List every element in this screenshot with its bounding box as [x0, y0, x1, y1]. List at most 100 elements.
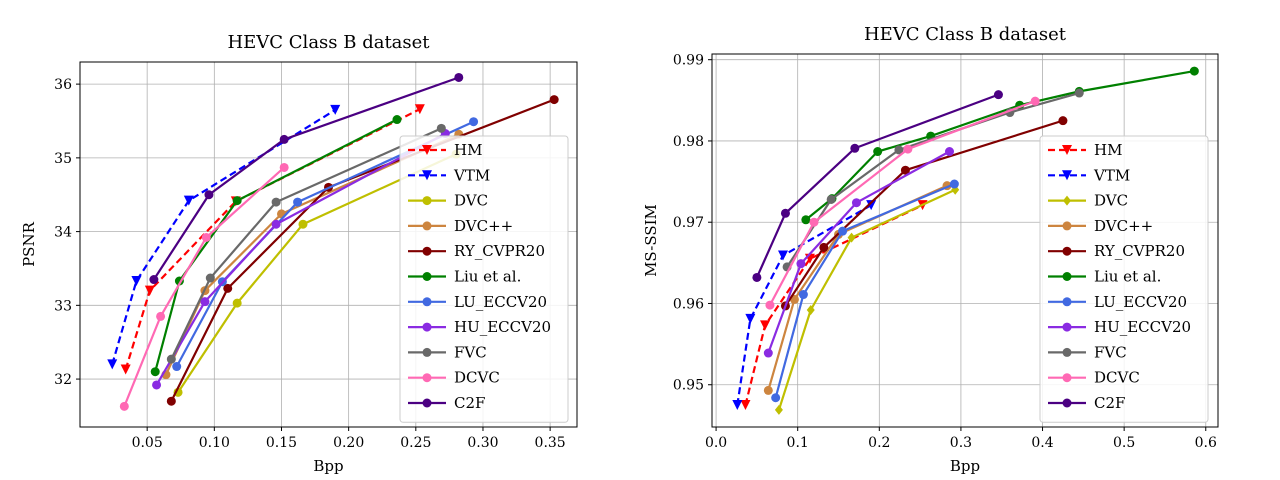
msssim-series-10 — [752, 90, 1003, 282]
psnr-legend-label: HM — [454, 141, 482, 159]
msssim-series-4 — [780, 116, 1068, 311]
psnr-legend-label: DCVC — [454, 369, 500, 387]
msssim-series-line — [768, 100, 1036, 306]
psnr-data-point — [223, 283, 233, 293]
msssim-data-point — [1030, 96, 1040, 106]
msssim-data-point — [944, 147, 954, 157]
psnr-data-point — [183, 195, 194, 206]
psnr-ytick-label: 36 — [54, 77, 72, 93]
msssim-legend-marker — [1062, 221, 1072, 231]
psnr-legend-label: RY_CVPR20 — [454, 242, 545, 260]
psnr-legend-marker — [422, 221, 432, 231]
msssim-legend-label: DVC — [1094, 192, 1128, 210]
psnr-data-point — [172, 362, 182, 372]
psnr-xtick-label: 0.35 — [535, 435, 566, 451]
psnr-data-point — [232, 196, 242, 206]
msssim-data-point — [993, 90, 1003, 100]
msssim-xtick-label: 0.5 — [1113, 435, 1135, 451]
psnr-data-point — [107, 359, 118, 370]
psnr-series-9 — [119, 162, 289, 411]
msssim-series-2 — [774, 184, 960, 415]
msssim-data-point — [1074, 88, 1084, 98]
msssim-legend-label: C2F — [1094, 394, 1125, 412]
psnr-legend-marker — [422, 246, 432, 256]
psnr-y-axis-label: PSNR — [20, 221, 38, 266]
msssim-ytick-label: 0.97 — [673, 215, 704, 231]
psnr-series-line — [154, 118, 398, 372]
msssim-series-line — [784, 119, 1064, 307]
psnr-xtick-label: 0.15 — [266, 435, 297, 451]
psnr-legend-marker — [422, 145, 432, 155]
msssim-legend-marker — [1063, 195, 1071, 206]
psnr-legend-marker — [422, 297, 432, 307]
msssim-legend-label: Liu et al. — [1094, 268, 1161, 286]
psnr-chart-title: HEVC Class B dataset — [227, 32, 430, 53]
psnr-xtick-label: 0.10 — [199, 435, 230, 451]
psnr-legend-marker — [422, 196, 432, 206]
msssim-data-point — [763, 385, 773, 395]
msssim-data-point — [796, 259, 806, 269]
msssim-legend-label: RY_CVPR20 — [1094, 242, 1185, 260]
msssim-series-line — [777, 188, 956, 411]
psnr-legend: HM VTM DVC DVC++ RY_CVPR20 Liu et al. LU_ECCV2… — [399, 135, 569, 423]
msssim-axes-frame — [711, 53, 1219, 428]
msssim-series-line — [767, 150, 951, 354]
msssim-legend-marker — [1062, 373, 1072, 383]
msssim-data-point — [771, 393, 781, 403]
psnr-legend-label: HU_ECCV20 — [454, 318, 551, 336]
msssim-data-point — [850, 143, 860, 153]
msssim-legend-label: HM — [1094, 141, 1122, 159]
psnr-data-point — [120, 364, 131, 375]
msssim-legend-label: DVC++ — [1094, 217, 1153, 235]
msssim-legend-box — [1039, 135, 1209, 423]
psnr-legend-box — [399, 135, 569, 423]
psnr-legend-label: C2F — [454, 394, 485, 412]
psnr-series-line — [177, 153, 457, 393]
msssim-data-point — [894, 145, 904, 155]
msssim-x-axis-label: Bpp — [950, 457, 980, 475]
psnr-xtick-label: 0.20 — [333, 435, 364, 451]
msssim-legend-marker — [1062, 246, 1072, 256]
msssim-data-point — [780, 208, 790, 218]
psnr-chart: 0.05 0.10 0.15 0.20 0.25 0.30 0.35 32 33 34 35 36 HE… — [20, 32, 578, 475]
msssim-legend-marker — [1062, 398, 1072, 408]
psnr-series-8 — [166, 123, 446, 364]
psnr-data-point — [204, 190, 214, 200]
psnr-ytick-label: 34 — [54, 225, 72, 241]
msssim-legend-marker — [1062, 170, 1072, 181]
msssim-data-point — [838, 226, 848, 236]
psnr-ytick-label: 32 — [54, 372, 72, 388]
msssim-data-point — [801, 215, 811, 225]
psnr-data-point — [131, 276, 142, 286]
psnr-legend-marker — [422, 322, 432, 332]
msssim-legend-marker — [1062, 297, 1072, 307]
psnr-series-7 — [152, 129, 450, 390]
msssim-ytick-label: 0.96 — [673, 296, 704, 312]
psnr-legend-label: DVC++ — [454, 217, 513, 235]
msssim-data-point — [826, 194, 836, 204]
psnr-legend-label: DVC — [454, 192, 488, 210]
msssim-xtick-label: 0.0 — [705, 435, 727, 451]
msssim-data-point — [760, 320, 771, 331]
psnr-axes-frame — [79, 61, 578, 428]
psnr-series-line — [170, 127, 442, 360]
psnr-data-point — [469, 117, 479, 127]
msssim-y-axis-label: MS-SSIM — [642, 204, 660, 277]
msssim-data-point — [752, 272, 762, 282]
psnr-data-point — [152, 380, 162, 390]
msssim-ytick-label: 0.98 — [673, 134, 704, 150]
psnr-legend-marker — [422, 398, 432, 408]
psnr-data-point — [232, 298, 242, 308]
msssim-chart: 0.0 0.1 0.2 0.3 0.4 0.5 0.6 0.95 0.96 0.97 0.98 0.9… — [642, 24, 1219, 475]
msssim-chart-title: HEVC Class B dataset — [864, 24, 1067, 45]
psnr-series-line — [111, 108, 336, 365]
msssim-data-point — [949, 179, 959, 189]
msssim-series-1 — [732, 200, 877, 411]
psnr-data-point — [166, 354, 176, 364]
msssim-data-point — [763, 348, 773, 358]
psnr-legend-label: LU_ECCV20 — [454, 293, 547, 311]
msssim-data-point — [873, 147, 883, 157]
psnr-data-point — [279, 162, 289, 172]
msssim-legend-marker — [1062, 272, 1072, 281]
psnr-data-point — [149, 275, 159, 285]
